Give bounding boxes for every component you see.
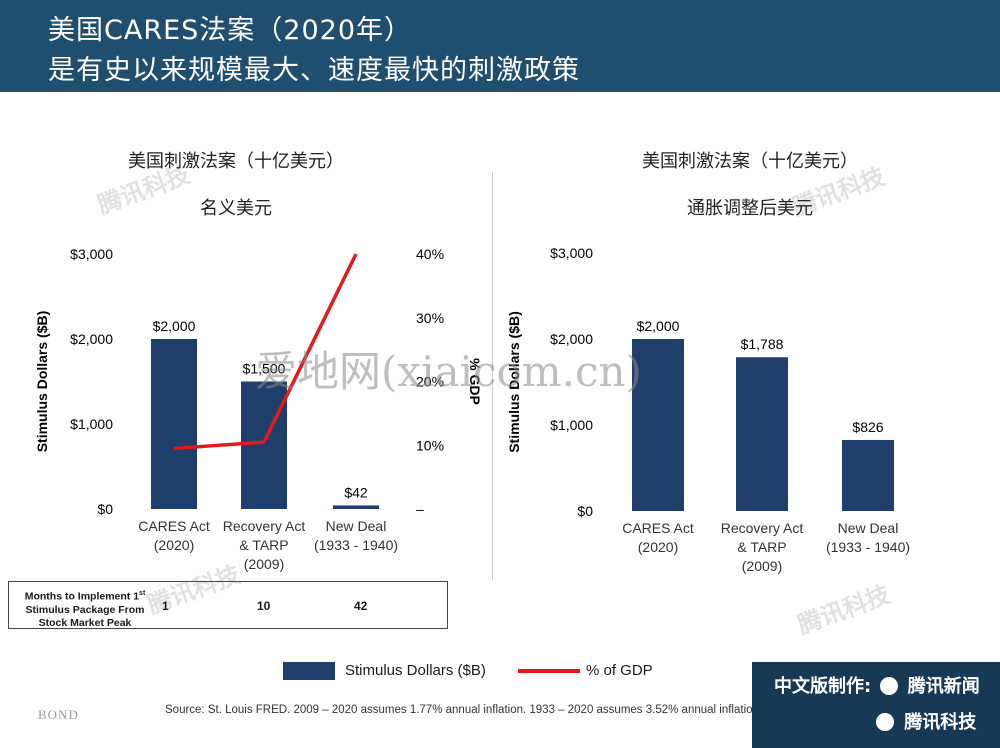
bar-value-label: $2,000 [153,318,196,334]
legend-bar-label: Stimulus Dollars ($B) [345,662,486,679]
bar [842,439,894,511]
header-title-line1: 美国CARES法案（2020年） [48,15,412,46]
y-tick-label: $2,000 [550,331,593,347]
months-value-cares: 1 [162,599,169,613]
right-bar-chart: Stimulus Dollars ($B) $0 $1,000 $2,000 $3,00… [506,245,910,574]
header-banner: 美国CARES法案（2020年） 是有史以来规模最大、速度最快的刺激政策 [0,0,1000,92]
header-title-line2: 是有史以来规模最大、速度最快的刺激政策 [48,55,580,86]
gdp-line [173,253,358,451]
bar [151,339,197,509]
bond-logo: BOND [38,707,79,722]
y2-tick-label: – [416,501,424,517]
x-category-label: Recovery Act & TARP (2009) [223,518,306,572]
bar-value-label: $2,000 [637,318,680,334]
x-category-label: Recovery Act & TARP (2009) [721,520,804,574]
x-category-label: New Deal (1933 - 1940) [314,518,398,553]
months-value-recovery: 10 [257,599,271,613]
y-tick-label: $3,000 [70,246,113,262]
y2-tick-label: 40% [416,246,444,262]
left-bar-chart: Stimulus Dollars ($B) $0 $1,000 $2,000 $3,00… [34,246,483,572]
y-axis-title: Stimulus Dollars ($B) [34,311,50,453]
bar [632,339,684,511]
chart-divider [492,172,493,580]
months-table: Months to Implement 1st Stimulus Package… [8,581,448,629]
y-tick-label: $3,000 [550,245,593,261]
site-watermark: 爱地网(xiaicom.cn) [255,347,642,396]
months-table-label: Months to Implement 1st Stimulus Package… [24,590,146,629]
left-chart-title: 美国刺激法案（十亿美元） [128,151,344,172]
y2-tick-label: 30% [416,310,444,326]
y-tick-label: $0 [577,503,593,519]
bar-value-label: $1,500 [243,361,286,377]
bar-value-label: $42 [344,484,368,500]
legend-line-swatch [518,669,580,673]
bar-value-label: $1,788 [741,336,784,352]
y-tick-label: $0 [97,501,113,517]
tencent-news-logo-icon [880,677,899,695]
y2-tick-label: 20% [416,374,444,390]
bar-value-label: $826 [852,419,883,435]
y2-tick-label: 10% [416,437,444,453]
brand-made-by: 中文版制作: 腾讯新闻 [774,676,980,697]
legend-line-label: % of GDP [586,662,653,679]
bar [333,505,379,509]
left-chart-subtitle: 名义美元 [200,198,272,219]
source-note: Source: St. Louis FRED. 2009 – 2020 assu… [165,704,752,716]
y-axis-title: Stimulus Dollars ($B) [506,311,522,453]
right-chart-title: 美国刺激法案（十亿美元） [642,151,858,172]
chart-legend: Stimulus Dollars ($B) % of GDP [283,660,753,684]
brand-tech: 腾讯科技 [876,708,976,734]
y-tick-label: $1,000 [550,417,593,433]
bar [736,357,788,511]
brand-panel: 中文版制作: 腾讯新闻 腾讯科技 [752,662,1000,748]
y2-axis-title: % GDP [467,358,483,405]
right-chart-subtitle: 通胀调整后美元 [687,198,813,219]
bar [241,381,287,509]
y-tick-label: $1,000 [70,416,113,432]
tencent-tech-logo-icon [876,713,894,731]
y-tick-label: $2,000 [70,331,113,347]
x-category-label: CARES Act (2020) [138,518,210,553]
legend-bar-swatch [283,662,335,680]
x-category-label: New Deal (1933 - 1940) [826,520,910,555]
x-category-label: CARES Act (2020) [622,520,694,555]
months-value-newdeal: 42 [354,599,368,613]
